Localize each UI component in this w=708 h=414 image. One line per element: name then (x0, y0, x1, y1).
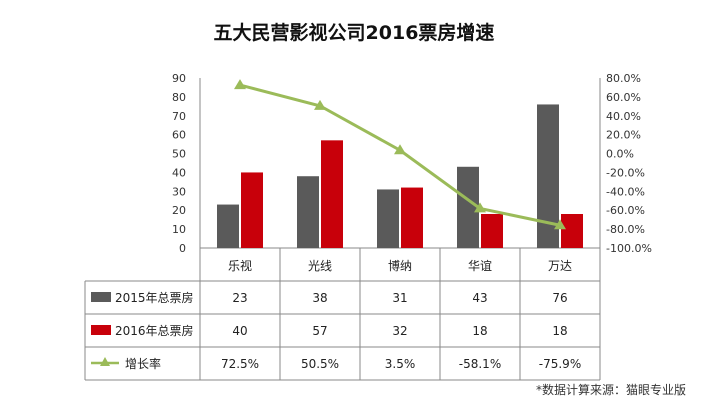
right-axis-tick-label: 60.0% (606, 91, 641, 104)
right-axis-tick-label: -20.0% (606, 166, 645, 179)
data-label: 38 (312, 291, 327, 305)
data-label: -75.9% (539, 357, 581, 371)
growth-rate-marker (394, 144, 406, 155)
right-axis-tick-label: -80.0% (606, 223, 645, 236)
legend-label: 2015年总票房 (115, 290, 194, 305)
data-label: 18 (472, 324, 487, 338)
bar-1 (297, 176, 319, 248)
right-axis-tick-label: 80.0% (606, 72, 641, 85)
right-axis-tick-label: -40.0% (606, 185, 645, 198)
left-axis-tick-label: 80 (172, 91, 186, 104)
bar-2 (481, 214, 503, 248)
footnote: *数据计算来源：猫眼专业版 (535, 383, 686, 397)
data-label: 3.5% (385, 357, 416, 371)
category-label: 博纳 (388, 258, 412, 273)
left-axis-tick-label: 40 (172, 166, 186, 179)
left-axis-tick-label: 90 (172, 72, 186, 85)
left-axis-tick-label: 70 (172, 110, 186, 123)
left-axis-tick-label: 50 (172, 148, 186, 161)
bar-2 (321, 140, 343, 248)
chart-title: 五大民营影视公司2016票房增速 (213, 22, 495, 44)
bar-2 (401, 187, 423, 248)
bar-1 (537, 104, 559, 248)
right-axis-tick-label: -100.0% (606, 242, 652, 255)
data-label: 18 (552, 324, 567, 338)
data-label: 32 (392, 324, 407, 338)
growth-rate-marker (314, 99, 326, 110)
right-axis-tick-label: 20.0% (606, 129, 641, 142)
legend-label: 2016年总票房 (115, 323, 194, 338)
data-label: 23 (232, 291, 247, 305)
legend-key-marker (100, 357, 110, 366)
bar-1 (217, 204, 239, 248)
category-label: 光线 (308, 259, 332, 273)
category-label: 乐视 (228, 258, 252, 273)
data-label: 57 (312, 324, 327, 338)
data-label: -58.1% (459, 357, 501, 371)
category-label: 万达 (548, 259, 572, 273)
data-label: 50.5% (301, 357, 339, 371)
left-axis-tick-label: 20 (172, 204, 186, 217)
legend-label: 增长率 (125, 356, 161, 371)
bar-2 (561, 214, 583, 248)
bar-1 (457, 166, 479, 248)
category-label: 华谊 (468, 258, 492, 273)
data-label: 31 (392, 291, 407, 305)
data-label: 72.5% (221, 357, 259, 371)
data-label: 40 (232, 324, 247, 338)
growth-rate-marker (234, 79, 246, 90)
bar-1 (377, 189, 399, 248)
right-axis-tick-label: -60.0% (606, 204, 645, 217)
bar-2 (241, 172, 263, 248)
left-axis-tick-label: 60 (172, 129, 186, 142)
growth-rate-line (239, 83, 561, 227)
left-axis-tick-label: 10 (172, 223, 186, 236)
right-axis-tick-label: 40.0% (606, 110, 641, 123)
left-axis-tick-label: 30 (172, 185, 186, 198)
left-axis-tick-label: 0 (179, 242, 186, 255)
growth-rate-marker (474, 202, 486, 213)
right-axis-tick-label: 0.0% (606, 148, 634, 161)
legend-key-bar-1 (91, 292, 111, 302)
data-label: 43 (472, 291, 487, 305)
growth-rate-marker (554, 219, 566, 230)
legend-key-bar-2 (91, 325, 111, 335)
data-label: 76 (552, 291, 567, 305)
